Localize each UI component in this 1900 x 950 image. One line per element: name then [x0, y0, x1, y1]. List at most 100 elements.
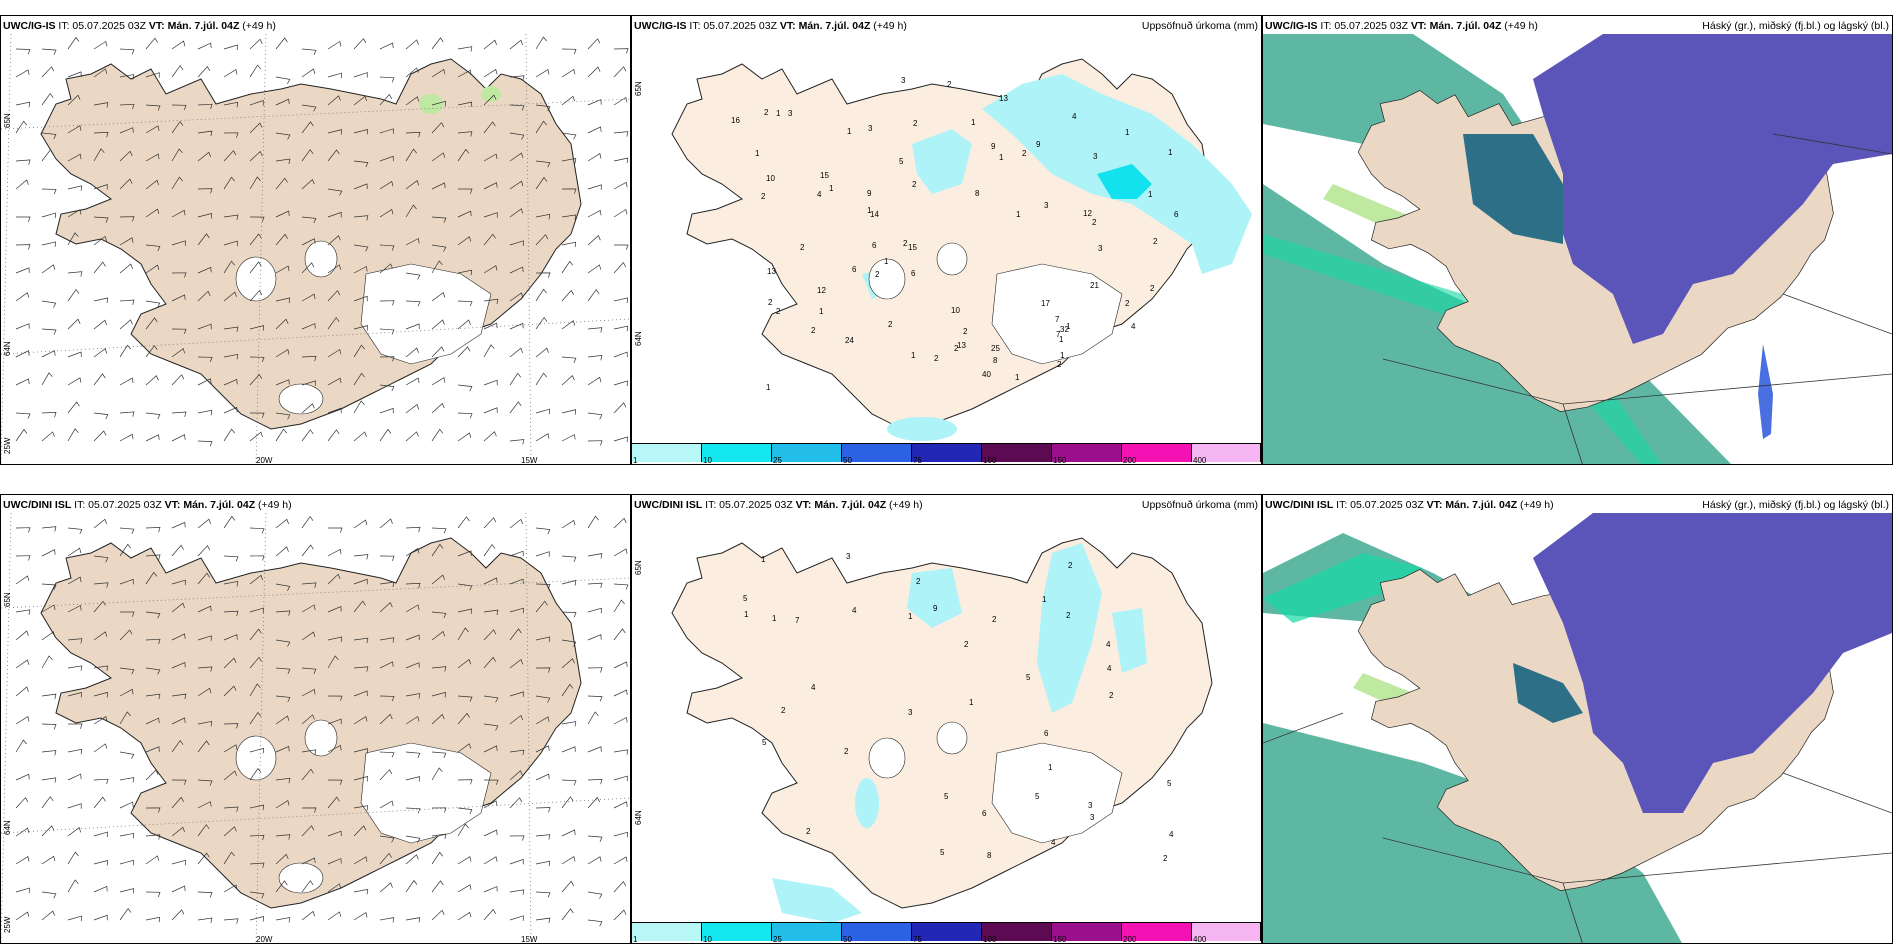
- wind-barb: [379, 407, 394, 414]
- wind-barb: [275, 853, 289, 865]
- precip-value-label: 2: [1066, 611, 1071, 620]
- precip-value-label: 1: [829, 184, 834, 193]
- wind-barb: [613, 599, 625, 613]
- wind-barb: [509, 322, 524, 330]
- wind-barb: [587, 66, 601, 78]
- wind-barb: [587, 38, 601, 50]
- wind-barb: [223, 326, 239, 332]
- wind-barb: [353, 372, 365, 386]
- wind-barb: [197, 213, 212, 219]
- wind-barb: [67, 827, 82, 837]
- wind-barb: [509, 75, 525, 81]
- wind-barb: [223, 723, 239, 729]
- lat-label-65n: 65N: [3, 592, 12, 607]
- wind-barb: [509, 550, 524, 557]
- wind-barb: [535, 716, 550, 725]
- wind-barb: [301, 604, 316, 613]
- wind-barb: [275, 76, 291, 84]
- wind-barb: [223, 918, 239, 924]
- wind-barb: [301, 355, 317, 362]
- wind-barb: [223, 132, 239, 138]
- wind-barb: [301, 768, 314, 781]
- precip-value-label: 40: [982, 370, 991, 379]
- precip-value-label: 3: [1088, 801, 1093, 810]
- colorbar-label: 200: [1123, 935, 1137, 944]
- wind-barb: [613, 131, 629, 137]
- wind-barb: [119, 527, 135, 534]
- precip-value-label: 3: [901, 76, 906, 85]
- colorbar-label: 400: [1193, 935, 1207, 944]
- colorbar-segment: [702, 923, 772, 941]
- wind-barb: [41, 655, 53, 669]
- wind-barb: [457, 884, 472, 893]
- wind-barb: [301, 857, 316, 865]
- wind-barb: [483, 121, 496, 134]
- wind-barb: [301, 293, 316, 302]
- wind-barb: [275, 800, 290, 809]
- precip-value-label: 2: [913, 119, 918, 128]
- wind-barb: [431, 68, 446, 78]
- panel-header: UWC/DINI ISL IT: 05.07.2025 03Z VT: Mán.…: [634, 499, 923, 511]
- precip-colorbar: 1 10 25 50 75 100 150 200 400: [632, 443, 1261, 464]
- wind-barb: [301, 149, 314, 162]
- precip-value-label: 1: [819, 307, 824, 316]
- wind-barb: [197, 151, 211, 162]
- wind-barb: [41, 264, 56, 274]
- wind-barb: [483, 800, 498, 809]
- wind-barb: [457, 695, 473, 702]
- wind-barb: [431, 713, 445, 725]
- wind-barb: [145, 638, 161, 645]
- wind-barb: [93, 885, 108, 893]
- wind-barb: [379, 42, 394, 50]
- wind-barb: [535, 773, 550, 781]
- wind-barb: [483, 517, 497, 529]
- wind-barb: [613, 208, 628, 218]
- wind-barb: [249, 150, 263, 162]
- wind-map: [1, 513, 630, 943]
- wind-barb: [379, 581, 395, 588]
- wind-barb: [171, 717, 186, 725]
- wind-barb: [15, 575, 30, 585]
- colorbar-segment: [1052, 923, 1122, 941]
- wind-barb: [145, 345, 158, 358]
- wind-barb: [41, 549, 56, 557]
- wind-barb: [93, 743, 108, 753]
- wind-barb: [405, 776, 420, 782]
- wind-barb: [405, 715, 420, 725]
- wind-barb: [353, 600, 366, 613]
- wind-barb: [249, 38, 263, 50]
- precip-value-label: 2: [1068, 561, 1073, 570]
- precip-value-label: 6: [911, 269, 916, 278]
- wind-barb: [535, 695, 551, 703]
- wind-barb: [379, 769, 393, 781]
- wind-barb: [353, 38, 367, 50]
- wind-barb: [431, 182, 446, 190]
- wind-barb: [197, 409, 213, 416]
- wind-barb: [41, 328, 57, 335]
- wind-barb: [561, 721, 577, 727]
- wind-barb: [431, 100, 446, 107]
- wind-barb: [535, 860, 551, 867]
- wind-barb: [223, 657, 237, 669]
- wind-barb: [613, 583, 629, 590]
- wind-barb: [93, 373, 106, 386]
- wind-barb: [249, 356, 265, 363]
- wind-barb: [67, 125, 82, 134]
- wind-barb: [405, 347, 419, 358]
- wind-barb: [145, 37, 158, 50]
- wind-barb: [327, 858, 342, 865]
- wind-barb: [223, 176, 235, 190]
- wind-barb: [249, 373, 263, 386]
- wind-barb: [223, 406, 238, 414]
- wind-barb: [379, 384, 395, 392]
- wind-barb: [587, 153, 602, 162]
- wind-barb: [587, 327, 603, 333]
- wind-barb: [353, 912, 368, 921]
- wind-barb: [353, 344, 365, 358]
- wind-barb: [93, 831, 108, 838]
- wind-barb: [93, 778, 109, 785]
- wind-barb: [93, 102, 109, 108]
- wind-barb: [197, 42, 212, 50]
- precip-value-label: 13: [767, 267, 776, 276]
- precip-value-label: 14: [870, 210, 879, 219]
